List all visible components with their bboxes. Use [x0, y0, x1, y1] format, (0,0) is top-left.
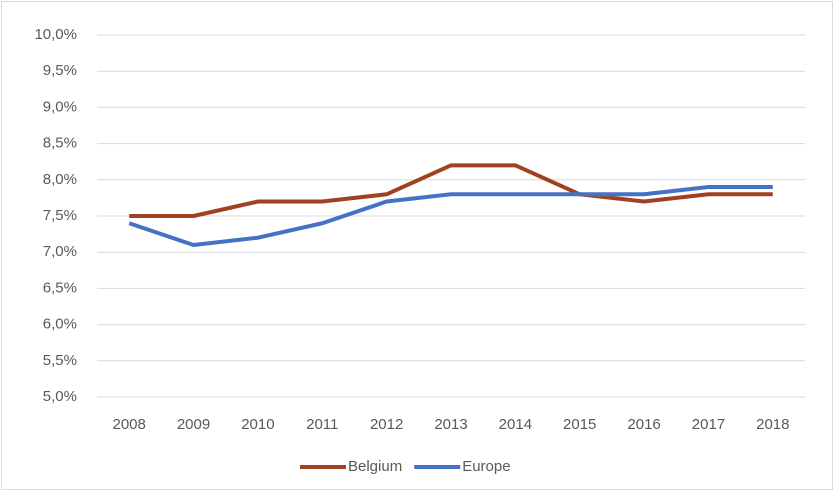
x-tick-label: 2014: [499, 416, 532, 433]
y-tick-label: 8,5%: [43, 135, 77, 152]
y-tick-label: 6,0%: [43, 316, 77, 333]
legend-label: Belgium: [348, 458, 402, 475]
legend-label: Europe: [462, 458, 510, 475]
series-line: [129, 163, 773, 218]
x-tick-label: 2008: [112, 416, 145, 433]
series-line: [128, 185, 773, 247]
y-tick-label: 9,0%: [43, 98, 77, 115]
x-tick-label: 2016: [627, 416, 660, 433]
y-tick-label: 7,5%: [43, 207, 77, 224]
x-tick-label: 2012: [370, 416, 403, 433]
x-tick-label: 2018: [756, 416, 789, 433]
y-tick-label: 7,0%: [43, 243, 77, 260]
y-tick-label: 9,5%: [43, 62, 77, 79]
x-tick-label: 2010: [241, 416, 274, 433]
y-tick-label: 10,0%: [34, 26, 77, 43]
x-tick-label: 2011: [306, 416, 338, 433]
y-tick-label: 5,5%: [43, 352, 77, 369]
x-tick-label: 2015: [563, 416, 596, 433]
y-tick-label: 8,0%: [43, 171, 77, 188]
y-tick-label: 6,5%: [43, 279, 77, 296]
x-tick-label: 2017: [692, 416, 725, 433]
x-tick-label: 2013: [434, 416, 467, 433]
x-tick-label: 2009: [177, 416, 210, 433]
y-tick-label: 5,0%: [43, 388, 77, 405]
